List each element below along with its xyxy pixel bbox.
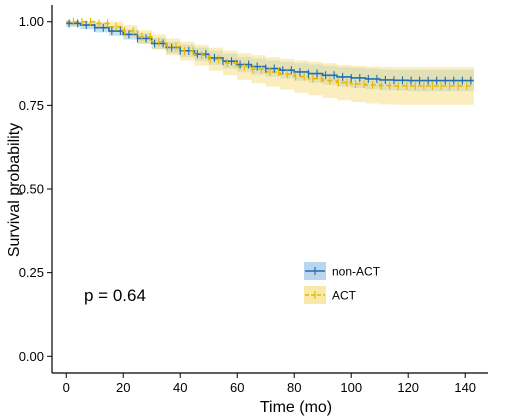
- confidence-bands: [66, 21, 474, 105]
- x-tick-label: 120: [397, 380, 419, 395]
- survival-curves: [66, 20, 474, 87]
- y-axis-title: Survival probability: [6, 123, 23, 257]
- x-tick-label: 20: [116, 380, 130, 395]
- y-tick-label: 0.25: [19, 265, 44, 280]
- x-tick-label: 80: [287, 380, 301, 395]
- legend-item-non-act: non-ACT: [304, 262, 381, 280]
- p-value-annotation: p = 0.64: [84, 286, 146, 305]
- legend-label-act: ACT: [332, 289, 357, 303]
- legend: non-ACT ACT: [304, 262, 381, 304]
- y-tick-label: 0.75: [19, 98, 44, 113]
- x-tick-label: 60: [230, 380, 244, 395]
- x-tick-label: 140: [454, 380, 476, 395]
- legend-item-act: ACT: [304, 286, 357, 304]
- ci-band-act: [66, 21, 474, 105]
- survival-curve-act: [66, 20, 474, 87]
- x-axis-title: Time (mo): [260, 399, 332, 416]
- x-tick-label: 100: [340, 380, 362, 395]
- censor-marks: [68, 17, 472, 90]
- y-tick-label: 0.50: [19, 182, 44, 197]
- survival-curve-non-act: [66, 22, 474, 82]
- y-tick-label: 0.00: [19, 349, 44, 364]
- y-tick-label: 1.00: [19, 14, 44, 29]
- axis-ticks: 0.00 0.25 0.50 0.75 1.00 0 20 40 60 80 100 120 140: [19, 14, 476, 395]
- x-tick-label: 40: [173, 380, 187, 395]
- legend-label-non-act: non-ACT: [332, 265, 381, 279]
- x-tick-label: 0: [63, 380, 70, 395]
